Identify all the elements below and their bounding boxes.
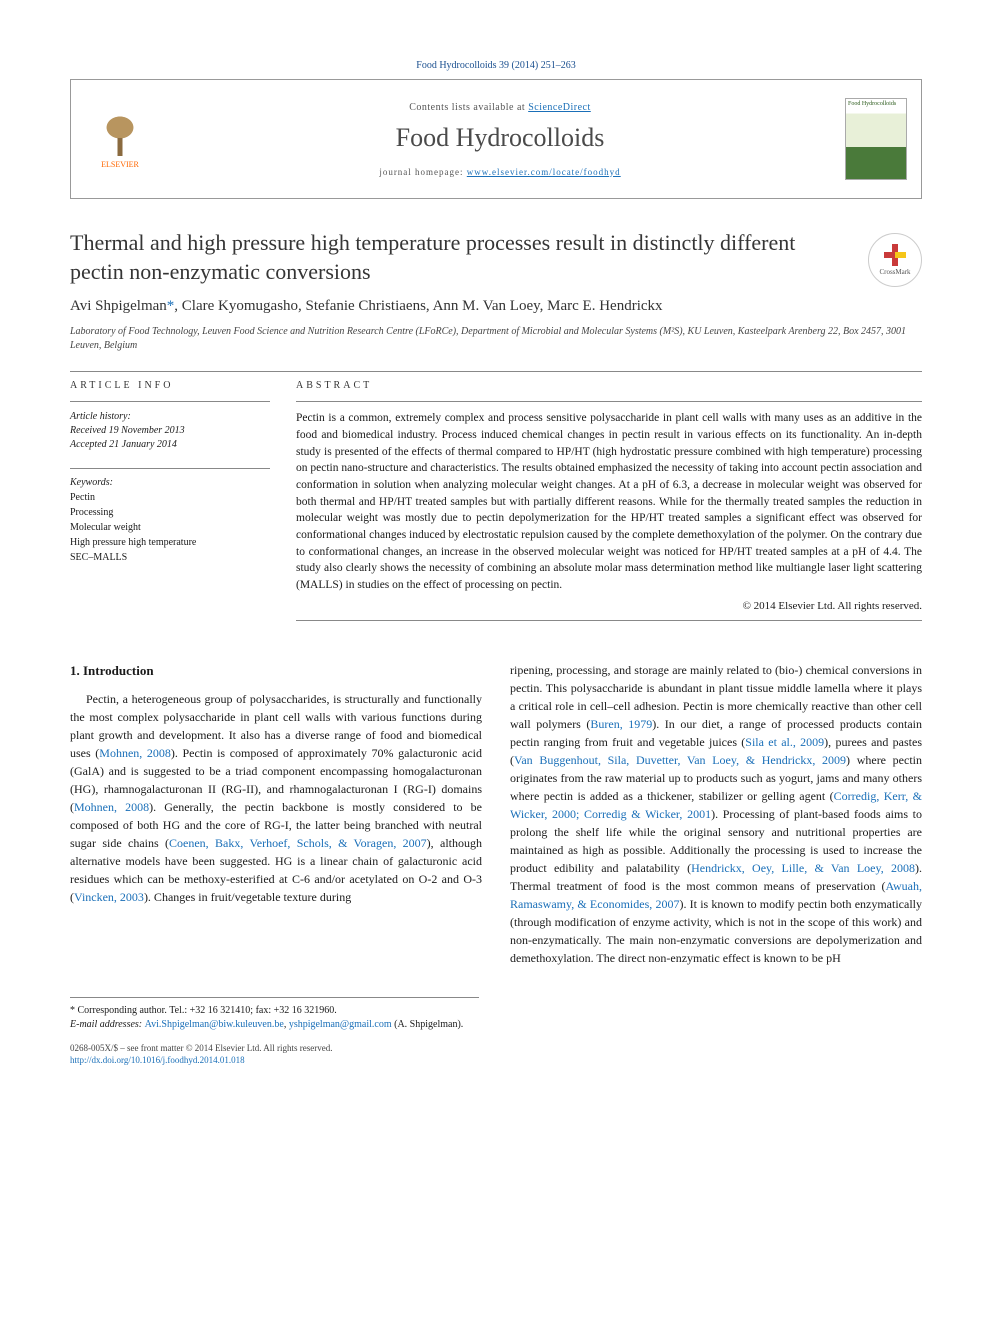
article-info: ARTICLE INFO Article history: Received 1… (70, 380, 270, 628)
abstract-block: ABSTRACT Pectin is a common, extremely c… (296, 380, 922, 628)
cover-text: Food Hydrocolloids (848, 101, 896, 107)
citation-link[interactable]: Coenen, Bakx, Verhoef, Schols, & Voragen… (169, 836, 427, 850)
article-history: Article history: Received 19 November 20… (70, 410, 270, 452)
received-date: Received 19 November 2013 (70, 424, 270, 438)
text: ). Changes in fruit/vegetable texture du… (144, 890, 351, 904)
crossmark-label: CrossMark (879, 268, 910, 276)
title-block: Thermal and high pressure high temperatu… (70, 229, 922, 286)
divider (70, 401, 270, 402)
crossmark-badge[interactable]: CrossMark (868, 233, 922, 287)
issn-line: 0268-005X/$ – see front matter © 2014 El… (70, 1042, 479, 1055)
citation-link[interactable]: Mohnen, 2008 (74, 800, 149, 814)
citation-link[interactable]: Hendrickx, Oey, Lille, & Van Loey, 2008 (691, 861, 915, 875)
citation-link[interactable]: Sila et al., 2009 (745, 735, 824, 749)
email-link[interactable]: yshpigelman@gmail.com (289, 1019, 392, 1030)
journal-name: Food Hydrocolloids (155, 123, 845, 153)
history-head: Article history: (70, 410, 270, 424)
citation-line: Food Hydrocolloids 39 (2014) 251–263 (70, 60, 922, 71)
divider (296, 620, 922, 621)
crossmark-icon (884, 244, 906, 266)
bottom-meta: 0268-005X/$ – see front matter © 2014 El… (70, 1042, 479, 1067)
elsevier-tree-icon (95, 110, 145, 160)
section-heading: 1. Introduction (70, 661, 482, 681)
keyword: SEC–MALLS (70, 550, 270, 565)
doi-link[interactable]: http://dx.doi.org/10.1016/j.foodhyd.2014… (70, 1055, 245, 1065)
footnotes: * Corresponding author. Tel.: +32 16 321… (70, 997, 479, 1067)
publisher-logo: ELSEVIER (85, 99, 155, 179)
journal-cover-thumb: Food Hydrocolloids (845, 98, 907, 180)
page: Food Hydrocolloids 39 (2014) 251–263 ELS… (0, 0, 992, 1107)
email-link[interactable]: Avi.Shpigelman@biw.kuleuven.be (145, 1019, 284, 1030)
body-columns: 1. Introduction Pectin, a heterogeneous … (70, 661, 922, 967)
keywords-head: Keywords: (70, 477, 270, 488)
copyright: © 2014 Elsevier Ltd. All rights reserved… (296, 600, 922, 612)
keyword: High pressure high temperature (70, 535, 270, 550)
homepage-prefix: journal homepage: (379, 167, 466, 177)
publisher-name: ELSEVIER (101, 160, 139, 169)
paragraph: ripening, processing, and storage are ma… (510, 661, 922, 967)
homepage-line: journal homepage: www.elsevier.com/locat… (155, 167, 845, 177)
column-left: 1. Introduction Pectin, a heterogeneous … (70, 661, 482, 967)
citation-link[interactable]: Mohnen, 2008 (99, 746, 171, 760)
corresponding-author: * Corresponding author. Tel.: +32 16 321… (70, 1004, 479, 1018)
keyword: Molecular weight (70, 520, 270, 535)
article-info-label: ARTICLE INFO (70, 380, 270, 391)
abstract-text: Pectin is a common, extremely complex an… (296, 410, 922, 593)
email-line: E-mail addresses: Avi.Shpigelman@biw.kul… (70, 1018, 479, 1032)
sciencedirect-link[interactable]: ScienceDirect (528, 102, 591, 113)
contents-prefix: Contents lists available at (409, 102, 528, 113)
divider (70, 371, 922, 372)
divider (296, 401, 922, 402)
citation-link[interactable]: Buren, 1979 (590, 717, 652, 731)
homepage-link[interactable]: www.elsevier.com/locate/foodhyd (467, 167, 621, 177)
abstract-label: ABSTRACT (296, 380, 922, 391)
header-center: Contents lists available at ScienceDirec… (155, 102, 845, 177)
contents-available: Contents lists available at ScienceDirec… (155, 102, 845, 113)
keywords-list: Pectin Processing Molecular weight High … (70, 490, 270, 565)
column-right: ripening, processing, and storage are ma… (510, 661, 922, 967)
email-label: E-mail addresses: (70, 1019, 145, 1030)
authors: Avi Shpigelman*, Clare Kyomugasho, Stefa… (70, 296, 922, 317)
citation-link[interactable]: Vincken, 2003 (74, 890, 144, 904)
text: (A. Shpigelman). (392, 1019, 464, 1030)
divider (70, 468, 270, 469)
keyword: Pectin (70, 490, 270, 505)
corresponding-star-icon: * (167, 298, 175, 314)
meta-row: ARTICLE INFO Article history: Received 1… (70, 380, 922, 628)
journal-header: ELSEVIER Contents lists available at Sci… (70, 79, 922, 199)
paragraph: Pectin, a heterogeneous group of polysac… (70, 690, 482, 906)
affiliation: Laboratory of Food Technology, Leuven Fo… (70, 325, 922, 353)
keyword: Processing (70, 505, 270, 520)
citation-link[interactable]: Van Buggenhout, Sila, Duvetter, Van Loey… (514, 753, 846, 767)
accepted-date: Accepted 21 January 2014 (70, 438, 270, 452)
article-title: Thermal and high pressure high temperatu… (70, 229, 922, 286)
